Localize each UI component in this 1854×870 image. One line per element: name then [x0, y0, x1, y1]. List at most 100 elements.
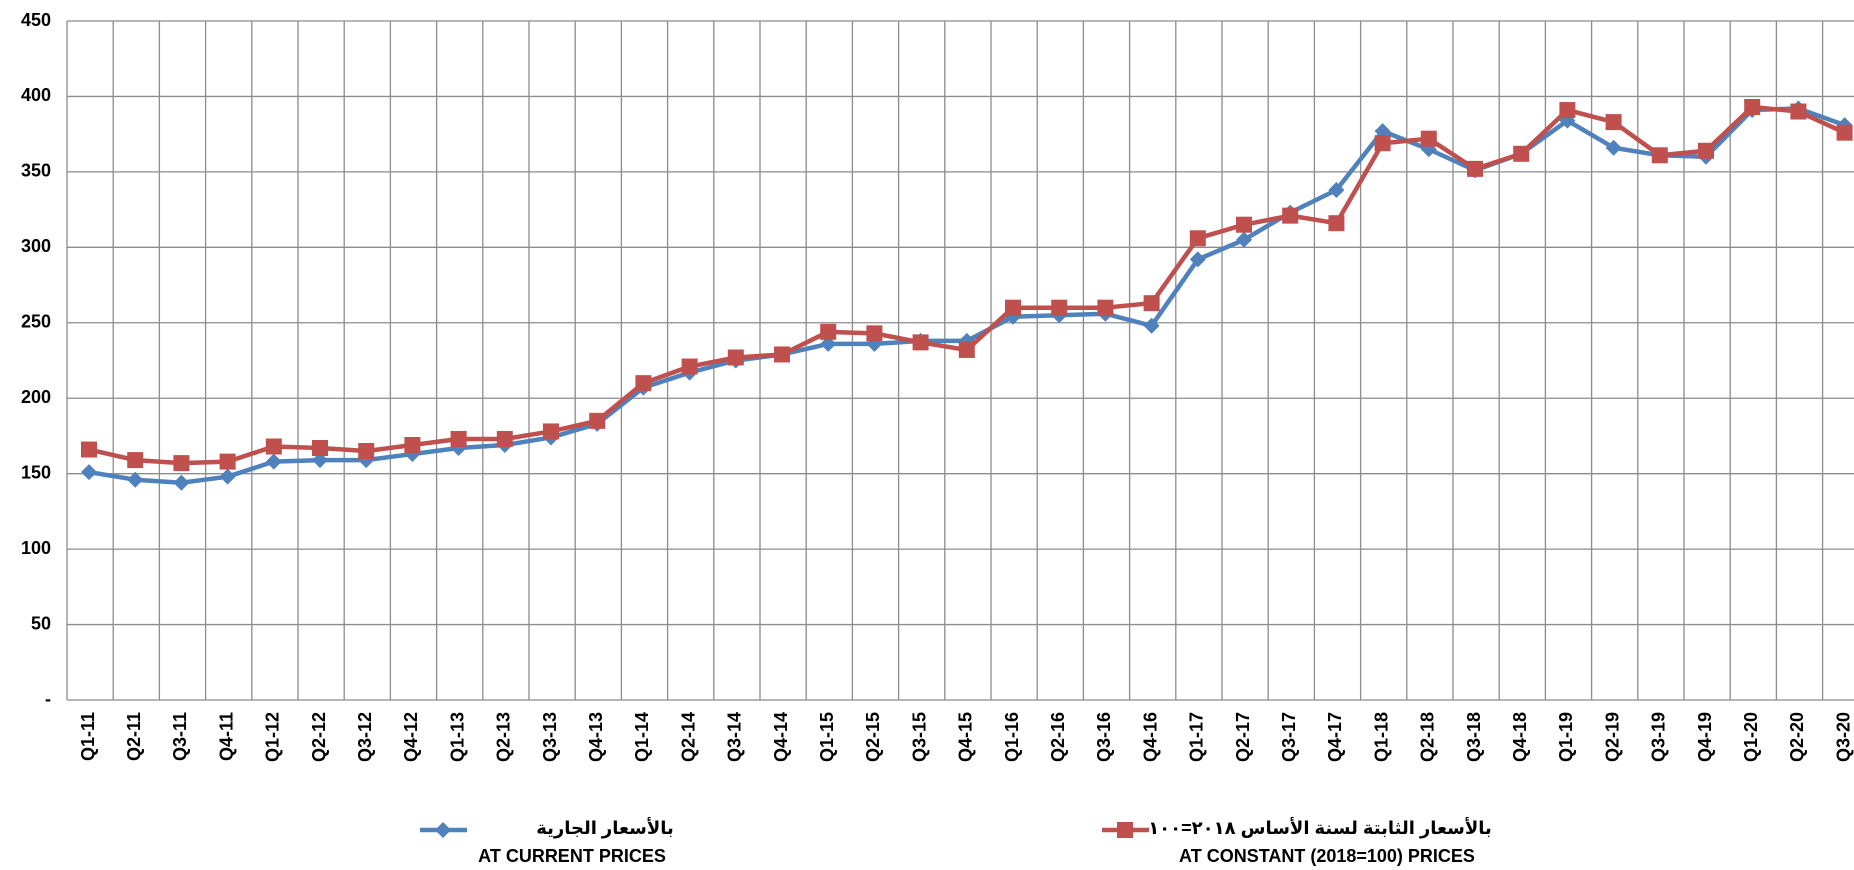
x-tick-label: Q2-15 — [863, 712, 883, 762]
legend-marker — [435, 822, 451, 838]
marker — [1420, 130, 1437, 147]
y-tick-label: 400 — [21, 85, 51, 105]
x-tick-label: Q1-18 — [1371, 712, 1391, 762]
marker — [173, 455, 190, 472]
x-tick-label: Q1-13 — [447, 712, 467, 762]
legend-label-en: AT CURRENT PRICES — [478, 846, 666, 866]
marker — [727, 349, 744, 366]
marker — [1236, 216, 1252, 233]
marker — [1097, 299, 1114, 316]
marker — [1236, 231, 1252, 248]
x-tick-label: Q2-12 — [309, 712, 329, 762]
marker — [1005, 299, 1021, 316]
marker — [1605, 139, 1622, 156]
marker — [1189, 251, 1206, 268]
marker — [127, 471, 144, 488]
y-tick-label: - — [45, 689, 51, 709]
x-tick-label: Q3-13 — [540, 712, 560, 762]
marker — [450, 430, 467, 447]
legend-marker — [1117, 822, 1133, 838]
x-tick-label: Q3-12 — [355, 712, 375, 762]
legend-label-en: AT CONSTANT (2018=100) PRICES — [1179, 846, 1475, 866]
legend-label: بالأسعار الثابتة لسنة الأساس ٢٠١٨=١٠٠ — [1148, 817, 1492, 838]
y-tick-label: 250 — [21, 312, 51, 332]
marker — [820, 323, 837, 340]
marker — [1143, 317, 1160, 334]
y-tick-label: 150 — [21, 462, 51, 482]
marker — [1790, 103, 1807, 120]
x-tick-label: Q2-16 — [1048, 712, 1068, 762]
marker — [81, 441, 97, 458]
x-tick-label: Q4-11 — [216, 712, 236, 761]
x-tick-label: Q4-14 — [771, 712, 791, 762]
marker — [312, 452, 328, 469]
x-tick-label: Q1-12 — [263, 712, 283, 762]
marker — [1836, 124, 1853, 141]
marker — [173, 474, 190, 491]
legend-label: بالأسعار الجارية — [536, 817, 674, 838]
marker — [127, 452, 144, 469]
y-tick-label: 300 — [21, 236, 51, 256]
marker — [81, 464, 97, 481]
y-tick-label: 350 — [21, 161, 51, 181]
marker — [1698, 142, 1714, 159]
x-tick-label: Q3-14 — [725, 712, 745, 762]
marker — [1051, 299, 1068, 316]
x-tick-label: Q1-16 — [1002, 712, 1022, 762]
marker — [866, 325, 883, 342]
marker — [265, 438, 282, 455]
x-tick-label: Q4-15 — [956, 712, 976, 762]
x-tick-label: Q1-14 — [632, 712, 652, 762]
marker — [358, 443, 375, 460]
marker — [1328, 181, 1345, 198]
x-tick-label: Q4-12 — [401, 712, 421, 762]
marker — [1467, 160, 1483, 177]
marker — [681, 358, 698, 375]
x-tick-label: Q4-19 — [1695, 712, 1715, 762]
x-tick-label: Q3-18 — [1464, 712, 1484, 762]
x-tick-label: Q2-13 — [494, 712, 514, 762]
marker — [1189, 230, 1206, 247]
x-tick-label: Q4-17 — [1325, 712, 1345, 762]
marker — [1513, 145, 1530, 162]
x-tick-label: Q2-17 — [1233, 712, 1253, 762]
y-tick-label: 100 — [21, 538, 51, 558]
marker — [1559, 102, 1576, 119]
x-tick-label: Q4-13 — [586, 712, 606, 762]
marker — [635, 375, 652, 392]
marker — [1374, 135, 1391, 152]
x-tick-label: Q2-18 — [1418, 712, 1438, 762]
marker — [543, 423, 559, 440]
marker — [1374, 123, 1391, 140]
series-line — [88, 104, 1846, 466]
marker — [912, 334, 929, 351]
x-tick-label: Q4-16 — [1140, 712, 1160, 762]
y-tick-label: 50 — [31, 613, 51, 633]
x-tick-label: Q1-20 — [1741, 712, 1761, 762]
x-tick-label: Q3-16 — [1094, 712, 1114, 762]
x-tick-label: Q2-20 — [1787, 712, 1807, 762]
x-tick-label: Q2-11 — [124, 712, 144, 761]
marker — [1282, 207, 1299, 224]
x-tick-label: Q3-20 — [1833, 712, 1853, 762]
marker — [1143, 295, 1160, 312]
x-tick-label: Q1-19 — [1556, 712, 1576, 762]
x-tick-label: Q3-19 — [1649, 712, 1669, 762]
marker — [820, 335, 837, 352]
series-line — [88, 106, 1846, 485]
x-tick-label: Q1-11 — [78, 712, 98, 761]
marker — [1651, 147, 1668, 164]
x-tick-label: Q2-14 — [678, 712, 698, 762]
marker — [219, 453, 236, 470]
marker — [1328, 215, 1345, 232]
marker — [404, 436, 421, 453]
marker — [589, 412, 606, 429]
marker — [1744, 99, 1761, 116]
y-tick-label: 450 — [21, 10, 51, 30]
marker — [312, 440, 328, 457]
x-tick-label: Q1-15 — [817, 712, 837, 762]
marker — [265, 453, 282, 470]
x-tick-label: Q1-17 — [1187, 712, 1207, 762]
marker — [774, 346, 790, 363]
x-tick-label: Q4-18 — [1510, 712, 1530, 762]
